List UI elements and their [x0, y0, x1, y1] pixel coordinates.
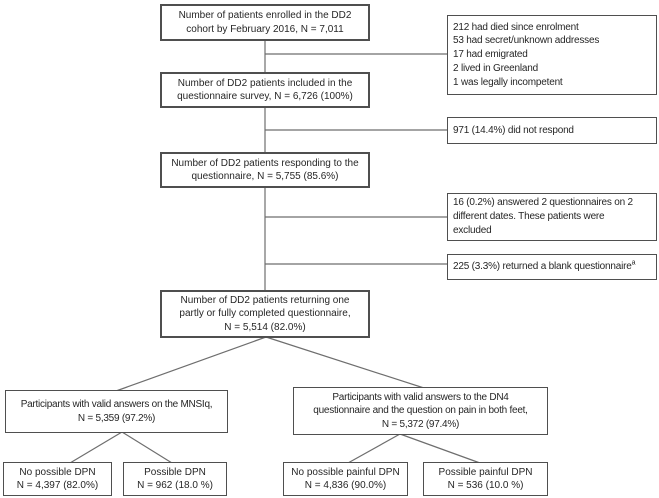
connector-returning-to-mnsiq: [115, 336, 267, 392]
box-outcome-possible-dpn: Possible DPN N = 962 (18.0 %): [123, 462, 227, 496]
connector-dn4-to-no-painful-dpn: [347, 433, 401, 464]
box-returning: Number of DD2 patients returning one par…: [160, 290, 370, 338]
connector-mnsiq-to-no-dpn: [69, 431, 123, 464]
box-branch-dn4: Participants with valid answers to the D…: [293, 387, 548, 435]
footnote-marker: a: [631, 259, 636, 267]
box-responding: Number of DD2 patients responding to the…: [160, 152, 370, 188]
box-enrolled: Number of patients enrolled in the DD2 c…: [160, 4, 370, 41]
box-exclusion-duplicate: 16 (0.2%) answered 2 questionnaires on 2…: [447, 193, 657, 241]
connector-returning-to-dn4: [265, 336, 425, 389]
box-included: Number of DD2 patients included in the q…: [160, 72, 370, 108]
box-branch-mnsiq: Participants with valid answers on the M…: [5, 390, 228, 433]
box-exclusion-blank: 225 (3.3%) returned a blank questionnair…: [447, 254, 657, 280]
box-outcome-no-painful-dpn: No possible painful DPN N = 4,836 (90.0%…: [283, 462, 408, 496]
exclusion-blank-text: 225 (3.3%) returned a blank questionnair…: [453, 259, 636, 273]
box-outcome-no-dpn: No possible DPN N = 4,397 (82.0%): [3, 462, 112, 496]
connector-dn4-to-possible-painful-dpn: [399, 433, 481, 464]
connector-mnsiq-to-possible-dpn: [121, 431, 173, 464]
box-exclusion-no-response: 971 (14.4%) did not respond: [447, 117, 657, 144]
box-exclusions-initial: 212 had died since enrolment 53 had secr…: [447, 15, 657, 95]
box-outcome-possible-painful-dpn: Possible painful DPN N = 536 (10.0 %): [423, 462, 548, 496]
